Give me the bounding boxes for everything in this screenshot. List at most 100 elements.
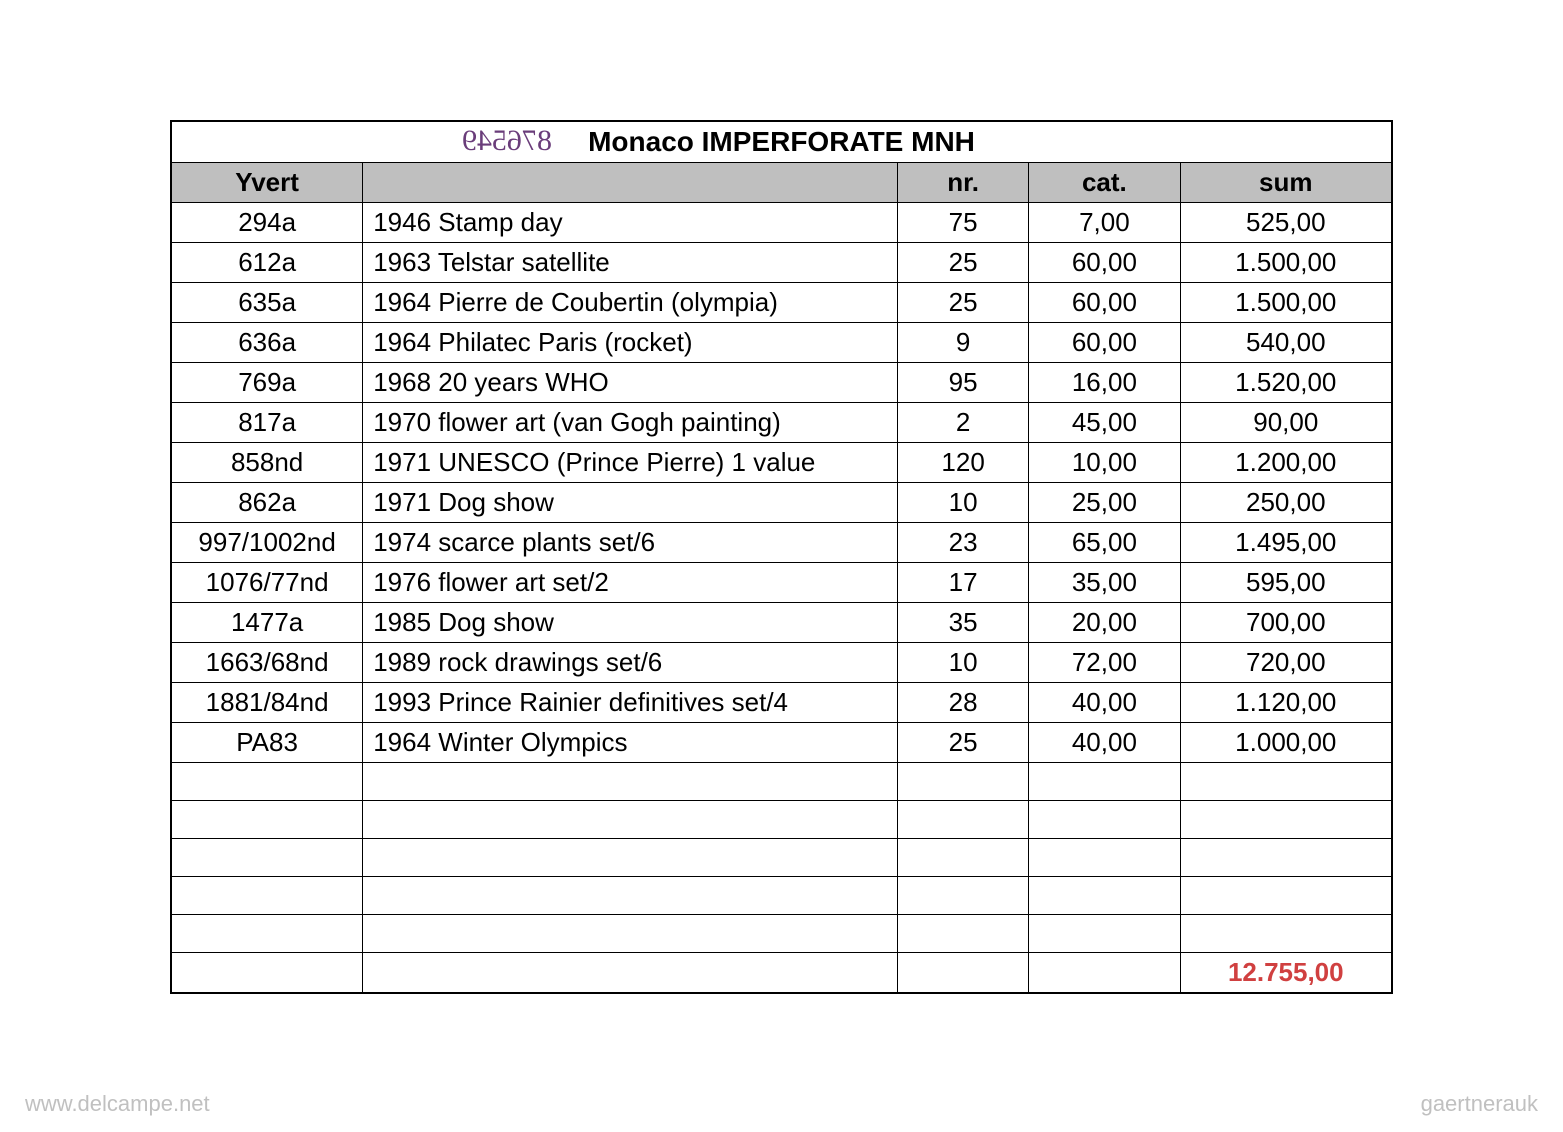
cell-cat: 20,00 — [1029, 603, 1180, 643]
cell-nr: 25 — [898, 723, 1029, 763]
cell-yvert: 612a — [171, 243, 363, 283]
total-sum: 12.755,00 — [1180, 953, 1392, 994]
cell-sum — [1180, 763, 1392, 801]
header-nr: nr. — [898, 163, 1029, 203]
cell-nr: 35 — [898, 603, 1029, 643]
cell-cat: 25,00 — [1029, 483, 1180, 523]
table-row: 635a1964 Pierre de Coubertin (olympia)25… — [171, 283, 1392, 323]
cell-sum: 720,00 — [1180, 643, 1392, 683]
cell-sum: 595,00 — [1180, 563, 1392, 603]
cell-desc: 1964 Winter Olympics — [363, 723, 898, 763]
cell-nr: 75 — [898, 203, 1029, 243]
table-row: 862a1971 Dog show1025,00250,00 — [171, 483, 1392, 523]
cell-desc: 1946 Stamp day — [363, 203, 898, 243]
cell-yvert — [171, 839, 363, 877]
cell-sum: 1.495,00 — [1180, 523, 1392, 563]
table-row: 858nd1971 UNESCO (Prince Pierre) 1 value… — [171, 443, 1392, 483]
table-row — [171, 763, 1392, 801]
cell-desc — [363, 839, 898, 877]
cell-nr — [898, 839, 1029, 877]
header-desc — [363, 163, 898, 203]
cell-cat: 35,00 — [1029, 563, 1180, 603]
cell-cat: 60,00 — [1029, 243, 1180, 283]
catalog-table: 876549 Monaco IMPERFORATE MNH Yvert nr. … — [170, 120, 1393, 994]
cell-nr — [898, 877, 1029, 915]
handwritten-annotation: 876549 — [462, 124, 552, 158]
table-row — [171, 801, 1392, 839]
cell-sum: 700,00 — [1180, 603, 1392, 643]
cell-sum: 90,00 — [1180, 403, 1392, 443]
watermark-right: gaertnerauk — [1421, 1091, 1538, 1117]
cell-yvert: 997/1002nd — [171, 523, 363, 563]
cell-cat — [1029, 915, 1180, 953]
cell-desc: 1971 Dog show — [363, 483, 898, 523]
table-row: 1881/84nd1993 Prince Rainier definitives… — [171, 683, 1392, 723]
header-sum: sum — [1180, 163, 1392, 203]
cell-cat: 40,00 — [1029, 683, 1180, 723]
cell-desc: 1971 UNESCO (Prince Pierre) 1 value — [363, 443, 898, 483]
table-row: 1663/68nd1989 rock drawings set/61072,00… — [171, 643, 1392, 683]
total-yvert — [171, 953, 363, 994]
table-row: 612a1963 Telstar satellite2560,001.500,0… — [171, 243, 1392, 283]
cell-yvert: 1477a — [171, 603, 363, 643]
table-row: 294a1946 Stamp day757,00525,00 — [171, 203, 1392, 243]
header-row: Yvert nr. cat. sum — [171, 163, 1392, 203]
header-yvert: Yvert — [171, 163, 363, 203]
cell-cat — [1029, 839, 1180, 877]
table-row: 817a1970 flower art (van Gogh painting)2… — [171, 403, 1392, 443]
table-row: 1477a1985 Dog show3520,00700,00 — [171, 603, 1392, 643]
cell-cat: 60,00 — [1029, 323, 1180, 363]
total-desc — [363, 953, 898, 994]
table-title: Monaco IMPERFORATE MNH — [588, 126, 975, 157]
cell-nr: 25 — [898, 243, 1029, 283]
cell-yvert — [171, 763, 363, 801]
cell-cat: 40,00 — [1029, 723, 1180, 763]
table-title-cell: 876549 Monaco IMPERFORATE MNH — [171, 121, 1392, 163]
cell-yvert: 862a — [171, 483, 363, 523]
cell-sum — [1180, 915, 1392, 953]
cell-yvert: 1881/84nd — [171, 683, 363, 723]
cell-yvert: 817a — [171, 403, 363, 443]
cell-sum: 525,00 — [1180, 203, 1392, 243]
cell-cat: 10,00 — [1029, 443, 1180, 483]
cell-sum — [1180, 839, 1392, 877]
cell-sum: 1.000,00 — [1180, 723, 1392, 763]
table-row: 769a1968 20 years WHO9516,001.520,00 — [171, 363, 1392, 403]
table-row — [171, 877, 1392, 915]
cell-cat: 16,00 — [1029, 363, 1180, 403]
cell-yvert: 1663/68nd — [171, 643, 363, 683]
cell-sum: 1.120,00 — [1180, 683, 1392, 723]
cell-yvert: 1076/77nd — [171, 563, 363, 603]
table-row — [171, 839, 1392, 877]
watermark-left: www.delcampe.net — [25, 1091, 210, 1117]
cell-nr: 9 — [898, 323, 1029, 363]
cell-cat — [1029, 877, 1180, 915]
cell-nr: 23 — [898, 523, 1029, 563]
cell-sum: 250,00 — [1180, 483, 1392, 523]
cell-desc: 1964 Pierre de Coubertin (olympia) — [363, 283, 898, 323]
table-row: PA831964 Winter Olympics2540,001.000,00 — [171, 723, 1392, 763]
total-nr — [898, 953, 1029, 994]
table-row: 636a1964 Philatec Paris (rocket)960,0054… — [171, 323, 1392, 363]
total-cat — [1029, 953, 1180, 994]
cell-nr: 120 — [898, 443, 1029, 483]
cell-cat: 72,00 — [1029, 643, 1180, 683]
cell-desc — [363, 801, 898, 839]
cell-desc: 1976 flower art set/2 — [363, 563, 898, 603]
cell-cat: 60,00 — [1029, 283, 1180, 323]
cell-yvert: 636a — [171, 323, 363, 363]
page-container: 876549 Monaco IMPERFORATE MNH Yvert nr. … — [0, 0, 1563, 1132]
cell-sum: 1.500,00 — [1180, 243, 1392, 283]
cell-desc — [363, 763, 898, 801]
cell-sum — [1180, 801, 1392, 839]
cell-sum: 1.520,00 — [1180, 363, 1392, 403]
cell-yvert: 858nd — [171, 443, 363, 483]
cell-cat — [1029, 763, 1180, 801]
cell-nr — [898, 763, 1029, 801]
cell-sum: 540,00 — [1180, 323, 1392, 363]
table-row: 997/1002nd1974 scarce plants set/62365,0… — [171, 523, 1392, 563]
cell-sum: 1.200,00 — [1180, 443, 1392, 483]
cell-yvert — [171, 915, 363, 953]
cell-nr: 17 — [898, 563, 1029, 603]
cell-nr: 95 — [898, 363, 1029, 403]
